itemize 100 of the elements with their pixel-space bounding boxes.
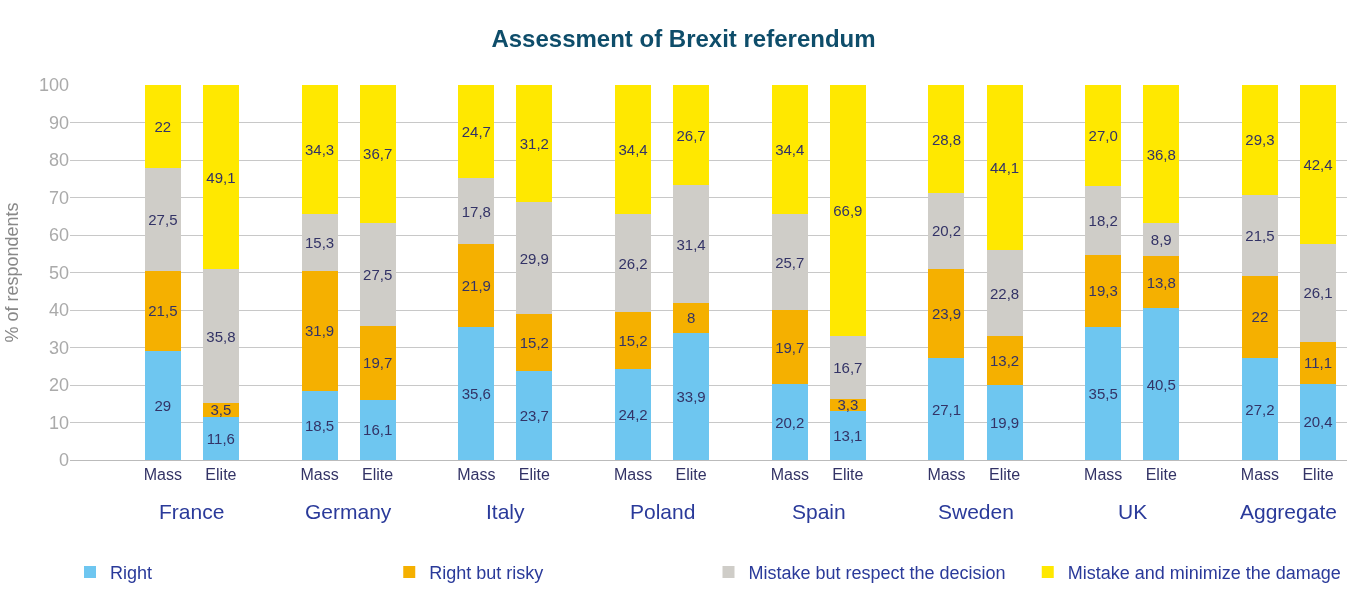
x-tick-label: Elite — [518, 466, 551, 484]
x-tick-label: Mass — [457, 466, 496, 484]
data-label: 22 — [1251, 308, 1269, 326]
legend-label: Mistake but respect the decision — [748, 562, 1006, 583]
data-label: 15,3 — [304, 233, 335, 251]
text: Germany — [305, 500, 392, 523]
data-label: 19,7 — [775, 338, 805, 356]
data-label: 20,2 — [775, 413, 805, 431]
x-tick-label: Mass — [1240, 466, 1280, 484]
data-label: 3,5 — [210, 401, 232, 419]
legend-label: Mistake and minimize the damage — [1067, 562, 1341, 583]
x-tick-label: Mass — [300, 466, 339, 484]
data-label: 3,3 — [837, 396, 859, 414]
data-label: 11,6 — [206, 429, 235, 447]
data-label: 11,1 — [1303, 354, 1333, 372]
data-label: 13,1 — [833, 426, 863, 444]
data-label: 21,5 — [1245, 226, 1275, 244]
data-label: 13,2 — [989, 352, 1020, 370]
data-label: 16,1 — [363, 421, 393, 439]
chart-title: Assessment of Brexit referendum — [491, 24, 876, 52]
text: Aggregate — [1240, 500, 1337, 523]
data-label: 21,5 — [148, 302, 178, 320]
data-label: 35,8 — [206, 327, 236, 345]
data-label: 29 — [154, 397, 172, 415]
data-label: 27,5 — [148, 210, 178, 228]
data-label: 17,8 — [461, 202, 491, 220]
data-label: 27,2 — [1245, 400, 1275, 418]
y-tick-label: 30 — [48, 337, 69, 358]
data-label: 29,9 — [519, 249, 549, 267]
data-label: 29,3 — [1245, 131, 1275, 149]
x-tick-label: Mass — [143, 466, 182, 484]
data-label: 40,5 — [1146, 375, 1176, 393]
text: Italy — [486, 500, 526, 523]
x-tick-label: Mass — [613, 466, 653, 484]
data-label: 34,4 — [618, 141, 648, 158]
data-label: 21,9 — [461, 276, 491, 294]
data-label: 27,1 — [931, 400, 962, 418]
x-tick-label: Elite — [205, 466, 237, 484]
x-tick-label: Elite — [675, 466, 707, 484]
data-label: 18,5 — [304, 416, 335, 434]
x-tick-label: Elite — [832, 466, 864, 484]
data-label: 49,1 — [206, 168, 236, 186]
y-tick-label: 10 — [48, 412, 69, 433]
x-tick-label: Elite — [362, 466, 394, 484]
data-label: 42,4 — [1303, 156, 1333, 173]
data-label: 18,2 — [1088, 211, 1118, 229]
data-label: 22,8 — [989, 284, 1020, 302]
data-label: 24,7 — [461, 122, 491, 140]
y-axis-title: % of respondents — [2, 202, 23, 343]
legend-label: Right but risky — [429, 562, 544, 583]
y-tick-label: 70 — [48, 187, 69, 208]
data-label: 44,1 — [989, 159, 1020, 177]
data-label: 19,3 — [1088, 282, 1118, 300]
data-label: 26,7 — [676, 126, 706, 144]
data-label: 35,6 — [461, 384, 491, 402]
data-label: 15,2 — [519, 334, 549, 352]
data-label: 25,7 — [775, 253, 805, 271]
data-label: 66,9 — [833, 201, 863, 219]
data-label: 8,9 — [1150, 231, 1172, 249]
data-label: 28,8 — [931, 130, 962, 148]
y-tick-label: 40 — [48, 300, 69, 321]
y-tick-label: 20 — [48, 375, 69, 396]
data-label: 35,5 — [1088, 384, 1118, 402]
text: France — [159, 500, 225, 523]
data-label: 16,7 — [833, 358, 863, 376]
data-label: 23,9 — [931, 305, 962, 323]
data-label: 24,2 — [618, 406, 648, 424]
text: UK — [1118, 500, 1148, 523]
text: Poland — [630, 500, 696, 523]
data-label: 19,7 — [363, 354, 393, 372]
data-label: 36,7 — [363, 145, 393, 163]
x-tick-label: Elite — [988, 466, 1021, 484]
x-tick-label: Mass — [770, 466, 809, 484]
legend-label: Right — [110, 562, 153, 583]
x-tick-label: Mass — [927, 466, 966, 484]
y-tick-label: 0 — [58, 450, 69, 471]
data-label: 31,4 — [676, 235, 706, 253]
data-label: 26,2 — [618, 254, 648, 272]
data-label: 22 — [154, 117, 172, 135]
y-tick-label: 90 — [48, 112, 69, 133]
y-tick-label: 50 — [48, 262, 69, 283]
text: Sweden — [938, 500, 1014, 523]
text: Spain — [792, 500, 846, 523]
data-label: 36,8 — [1146, 145, 1176, 163]
data-label: 31,2 — [519, 135, 549, 152]
data-label: 26,1 — [1303, 284, 1333, 302]
data-label: 8 — [686, 309, 696, 327]
x-tick-label: Elite — [1145, 466, 1177, 484]
data-label: 13,8 — [1146, 273, 1176, 291]
x-tick-label: Mass — [1084, 466, 1123, 484]
y-tick-label: 100 — [38, 75, 69, 96]
data-label: 27,5 — [363, 265, 393, 283]
data-label: 33,9 — [676, 387, 706, 405]
data-label: 31,9 — [304, 322, 335, 340]
y-tick-label: 80 — [48, 150, 69, 171]
data-label: 23,7 — [519, 407, 549, 425]
data-label: 19,9 — [989, 414, 1020, 432]
x-tick-label: Elite — [1302, 466, 1334, 484]
y-tick-label: 60 — [48, 225, 69, 246]
data-label: 20,2 — [931, 222, 962, 240]
